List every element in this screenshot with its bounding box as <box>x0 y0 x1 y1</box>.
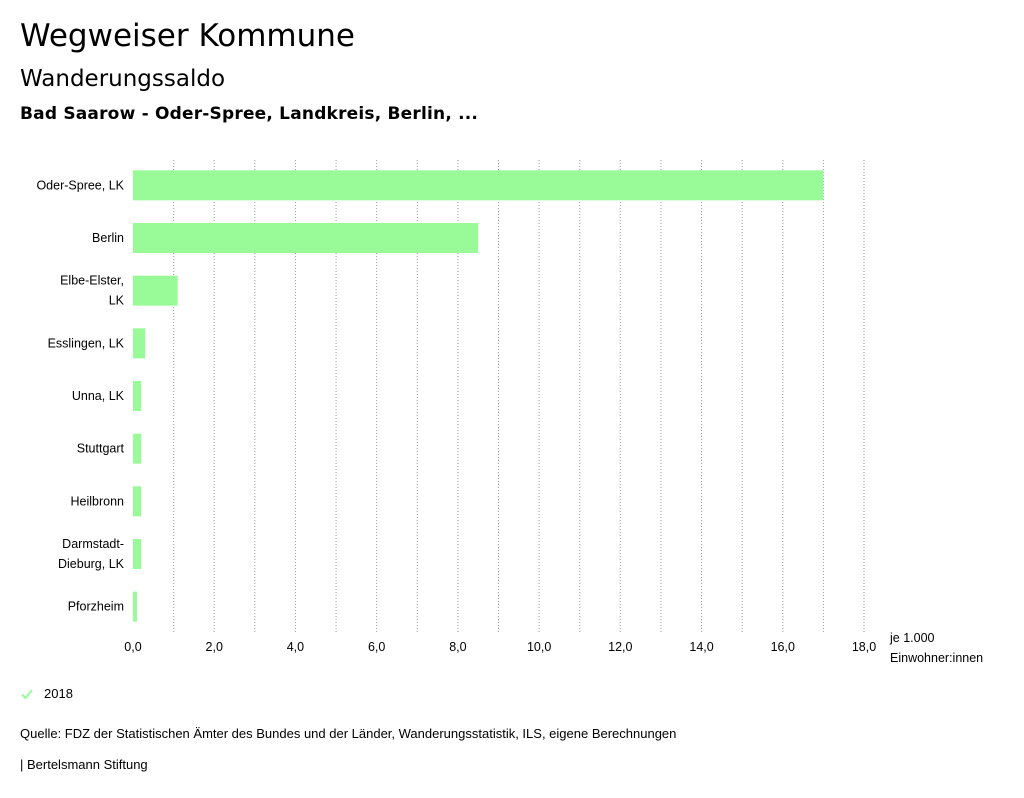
category-label: Oder-Spree, LK <box>36 178 124 192</box>
bar <box>133 275 178 306</box>
x-tick-label: 6,0 <box>368 640 385 654</box>
axis-unit-line1: je 1.000 <box>890 631 935 645</box>
publisher-note: | Bertelsmann Stiftung <box>20 757 148 772</box>
bar-chart: Oder-Spree, LK Berlin Elbe-Elster, LK Esslin… <box>36 160 876 654</box>
x-tick-label: 16,0 <box>771 640 795 654</box>
x-tick-label: 18,0 <box>852 640 876 654</box>
x-tick-label: 12,0 <box>608 640 632 654</box>
legend-item-2018[interactable]: 2018 <box>20 686 73 701</box>
x-tick-label: 4,0 <box>287 640 304 654</box>
axis-unit-line2: Einwohner:innen <box>890 651 984 665</box>
chart-subtitle: Wanderungssaldo <box>20 66 226 92</box>
legend-label: 2018 <box>44 686 73 701</box>
checkmark-icon <box>21 688 33 699</box>
bar <box>133 433 142 464</box>
region-selection[interactable]: Bad Saarow - Oder-Spree, Landkreis, Berl… <box>20 104 479 124</box>
category-label: Unna, LK <box>72 389 125 403</box>
x-tick-label: 14,0 <box>689 640 713 654</box>
x-tick-label: 8,0 <box>449 640 466 654</box>
page-title: Wegweiser Kommune <box>20 18 355 54</box>
category-label: Pforzheim <box>68 600 124 614</box>
bar <box>133 381 142 411</box>
category-label: Elbe-Elster, LK <box>60 274 125 308</box>
x-tick-label: 10,0 <box>527 640 551 654</box>
bar <box>133 591 138 622</box>
x-tick-label: 2,0 <box>206 640 223 654</box>
category-label: Esslingen, LK <box>48 336 125 350</box>
source-note: Quelle: FDZ der Statistischen Ämter des … <box>20 726 677 741</box>
bar <box>133 539 142 569</box>
axis-unit-label: je 1.000 Einwohner:innen <box>890 628 983 668</box>
bar <box>133 328 146 359</box>
category-label: Heilbronn <box>70 494 124 508</box>
bar <box>133 486 142 517</box>
bar <box>133 170 824 201</box>
category-label: Berlin <box>92 231 124 245</box>
x-tick-label: 0,0 <box>124 640 141 654</box>
bar <box>133 223 479 253</box>
category-label: Stuttgart <box>77 442 125 456</box>
category-label: Darmstadt-Dieburg, LK <box>58 537 125 571</box>
